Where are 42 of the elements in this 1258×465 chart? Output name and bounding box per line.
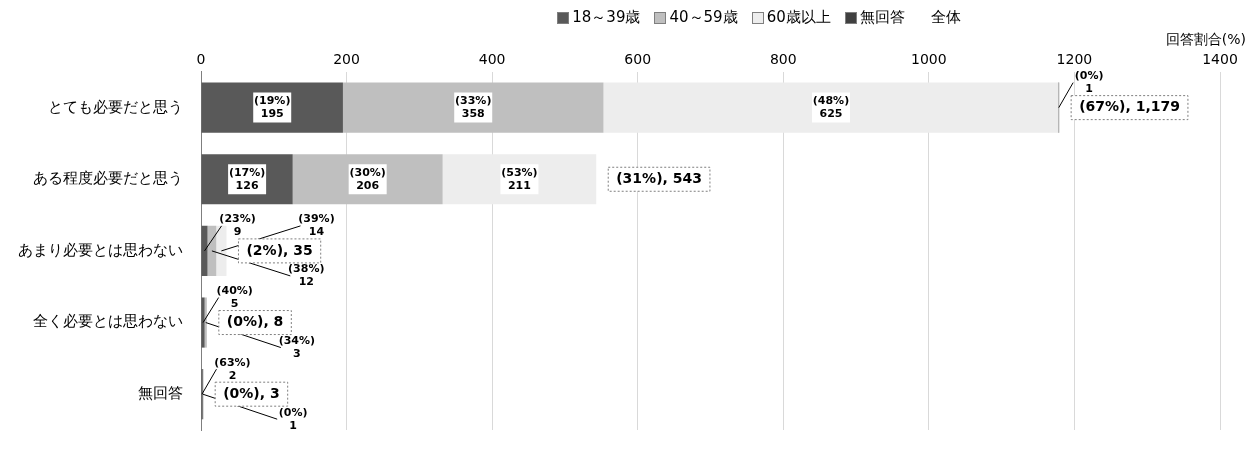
legend-label: 無回答 [859,8,905,27]
total-label: (2%), 35 [246,241,313,258]
y-tick-label: とても必要だと思う [48,97,183,116]
data-label: (48%) 625 [812,93,850,120]
x-tick-label: 800 [769,51,797,68]
data-label: (17%) 126 [228,165,266,192]
data-label: (19%) 195 [254,93,291,120]
data-label: (38%) 12 [288,262,325,289]
data-label: (33%) 358 [455,93,492,120]
x-tick-label: 600 [624,51,652,68]
total-label: (67%), 1,179 [1079,98,1180,115]
data-label: (0%) 1 [278,405,308,432]
y-tick-label: ある程度必要だと思う [33,169,183,188]
bar [342,82,604,133]
data-label: (0%) 1 [1074,68,1104,95]
total-label: (0%), 3 [223,384,280,401]
x-tick-label: 200 [333,51,360,68]
x-tick-label: 0 [196,51,206,68]
bar [201,225,208,276]
data-label: (40%) 5 [216,283,253,310]
data-label: (23%) 9 [219,212,256,239]
x-tick-label: 1000 [911,51,947,68]
y-tick-label: 全く必要とは思わない [33,312,183,331]
data-label: (63%) 2 [214,355,251,382]
total-label: (0%), 8 [226,313,284,330]
y-tick-label: あまり必要とは思わない [18,240,183,259]
legend-label: 40～59歳 [669,8,738,27]
x-axis-title: 回答割合(%) [1164,31,1247,49]
data-label: (30%) 206 [349,165,386,192]
bar [603,82,1059,133]
data-label: (39%) 14 [298,212,335,239]
legend-label: 18～39歳 [572,8,641,27]
bar [216,225,227,276]
data-label: (53%) 211 [501,165,538,192]
y-tick-label: 無回答 [138,384,183,403]
data-label: (34%) 3 [278,333,316,360]
text: 全体 [930,8,961,27]
x-tick-label: 1200 [1056,51,1093,68]
total-label: (31%), 543 [616,169,702,186]
x-tick-label: 400 [478,51,506,68]
x-tick-label: 1400 [1202,51,1238,68]
legend-label: 60歳以上 [766,8,831,27]
